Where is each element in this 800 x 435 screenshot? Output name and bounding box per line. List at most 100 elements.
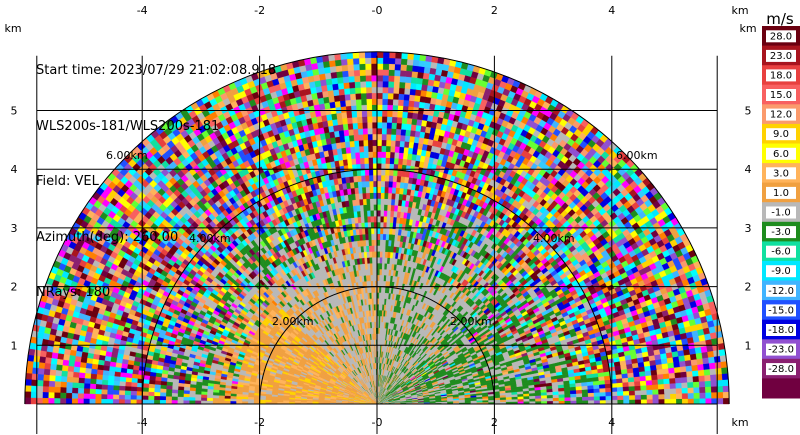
ray-gate: [581, 392, 589, 398]
ray-gate: [570, 396, 577, 401]
ray-gate: [634, 380, 641, 387]
ray-gate: [611, 391, 618, 397]
ray-gate: [605, 391, 612, 397]
ray-gate: [702, 357, 710, 365]
ray-gate: [616, 386, 624, 392]
ray-gate: [722, 391, 730, 399]
ray-gate: [552, 397, 560, 402]
ray-gate: [689, 353, 697, 361]
ray-gate: [629, 399, 636, 405]
ray-gate: [675, 393, 683, 400]
ray-gate: [422, 72, 430, 80]
ray-gate: [697, 363, 705, 371]
ray-gate: [629, 394, 636, 400]
ray-gate: [546, 394, 554, 399]
ray-gate: [611, 399, 618, 405]
ray-gate: [628, 385, 636, 392]
ray-gate: [617, 390, 624, 396]
ray-gate: [716, 385, 724, 393]
ray-gate: [704, 374, 712, 382]
ray-gate: [684, 359, 692, 367]
ray-gate: [569, 389, 577, 395]
ray-gate: [639, 375, 647, 382]
ray-gate: [687, 392, 695, 399]
ray-gate: [687, 398, 695, 405]
ray-gate: [581, 389, 589, 394]
ray-gate: [416, 113, 424, 121]
ray-gate: [628, 381, 635, 387]
ray-gate: [640, 389, 648, 396]
ray-gate: [604, 383, 612, 389]
ray-gate: [703, 362, 711, 370]
ray-gate: [721, 373, 729, 381]
ray-gate: [575, 389, 583, 394]
ray-gate: [670, 393, 677, 400]
ray-gate: [690, 358, 698, 366]
ray-gate: [616, 382, 624, 388]
ray-gate: [674, 377, 682, 384]
ray-gate: [681, 382, 688, 389]
ray-gate: [646, 384, 653, 391]
ray-gate: [658, 393, 665, 400]
ray-gate: [616, 377, 623, 384]
ray-gate: [656, 373, 664, 380]
ray-gate: [693, 386, 700, 394]
ray-gate: [687, 387, 695, 394]
ray-gate: [634, 385, 642, 391]
ray-gate: [588, 399, 595, 405]
ray-gate: [415, 118, 423, 126]
ray-gate: [420, 89, 427, 97]
ray-gate: [699, 392, 706, 399]
ray-gate: [564, 393, 571, 398]
ray-gate: [623, 394, 630, 400]
ray-gate: [645, 379, 653, 386]
ray-gate: [651, 379, 659, 386]
ray-gate: [593, 395, 601, 401]
ray-gate: [409, 129, 416, 137]
ray-gate: [535, 398, 542, 402]
ray-gate: [418, 101, 426, 109]
ray-gate: [424, 60, 432, 68]
ray-gate: [558, 393, 565, 398]
ray-gate: [634, 394, 642, 400]
ray-gate: [645, 374, 653, 381]
ray-gate: [698, 375, 706, 382]
ray-gate: [652, 398, 660, 405]
ray-gate: [697, 369, 705, 377]
ray-gate: [691, 370, 699, 377]
ray-gate: [693, 392, 701, 399]
ray-gate: [529, 398, 536, 402]
ray-gate: [662, 373, 670, 380]
ray-gate: [692, 375, 700, 383]
ray-gate: [693, 398, 701, 405]
ray-gate: [711, 397, 718, 405]
ray-gate: [646, 389, 653, 395]
ray-gate: [663, 388, 671, 395]
ray-gate: [599, 395, 607, 401]
ray-gate: [703, 368, 711, 376]
ray-gate: [594, 399, 601, 405]
ray-gate: [663, 383, 671, 390]
ray-gate: [668, 372, 676, 379]
ray-gate: [622, 381, 630, 388]
ray-gate: [605, 395, 613, 401]
ray-gate: [623, 399, 630, 405]
ray-gate: [640, 384, 647, 391]
ray-gate: [408, 141, 415, 149]
ray-gate: [621, 377, 629, 383]
ray-gate: [576, 396, 583, 401]
ray-gate: [715, 367, 723, 375]
ray-gate: [413, 100, 420, 108]
ray-gate: [674, 371, 682, 379]
ray-gate: [699, 398, 706, 405]
ray-gate: [662, 367, 670, 375]
ray-gate: [650, 369, 658, 376]
ray-gate: [686, 376, 694, 383]
ray-gate: [582, 400, 589, 405]
ray-gate: [669, 377, 676, 384]
ray-gate: [705, 386, 712, 393]
ray-gate: [593, 388, 601, 393]
ray-gate: [411, 112, 419, 120]
ray-gate: [658, 388, 665, 395]
